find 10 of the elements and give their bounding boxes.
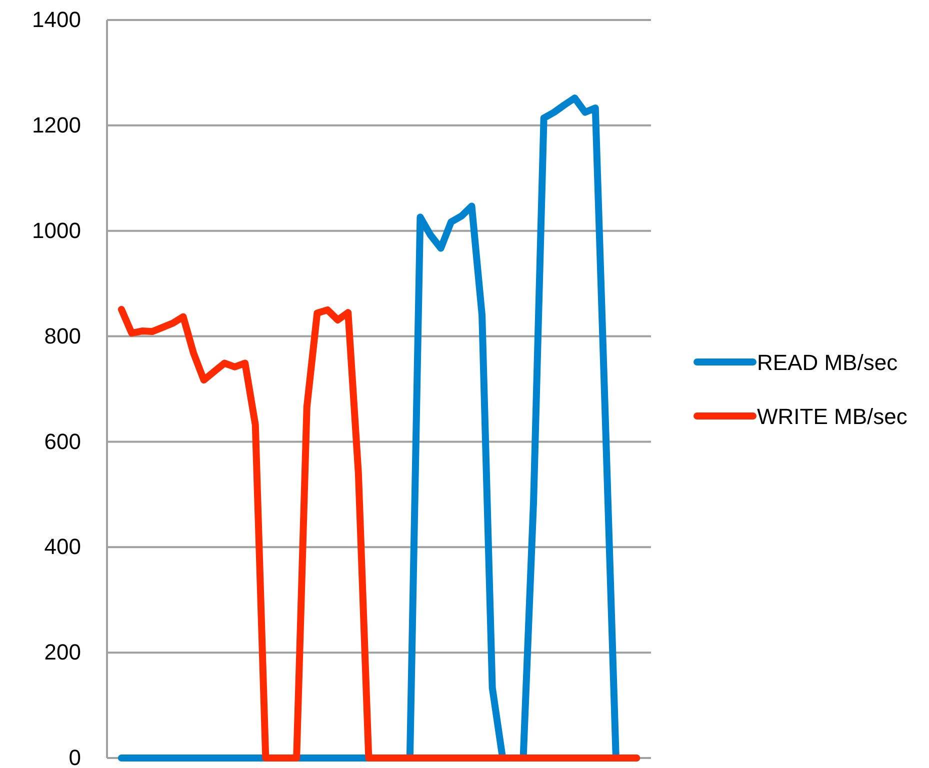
legend-label: WRITE MB/sec bbox=[757, 404, 908, 429]
y-tick-label: 0 bbox=[68, 745, 81, 768]
y-tick-label: 1000 bbox=[32, 218, 81, 243]
y-tick-label: 600 bbox=[44, 428, 81, 454]
y-tick-label: 400 bbox=[44, 534, 81, 560]
y-tick-label: 1400 bbox=[32, 7, 81, 32]
y-tick-label: 1200 bbox=[32, 112, 81, 138]
y-tick-label: 200 bbox=[44, 640, 81, 665]
y-tick-label: 800 bbox=[44, 323, 81, 348]
legend-label: READ MB/sec bbox=[757, 350, 898, 375]
